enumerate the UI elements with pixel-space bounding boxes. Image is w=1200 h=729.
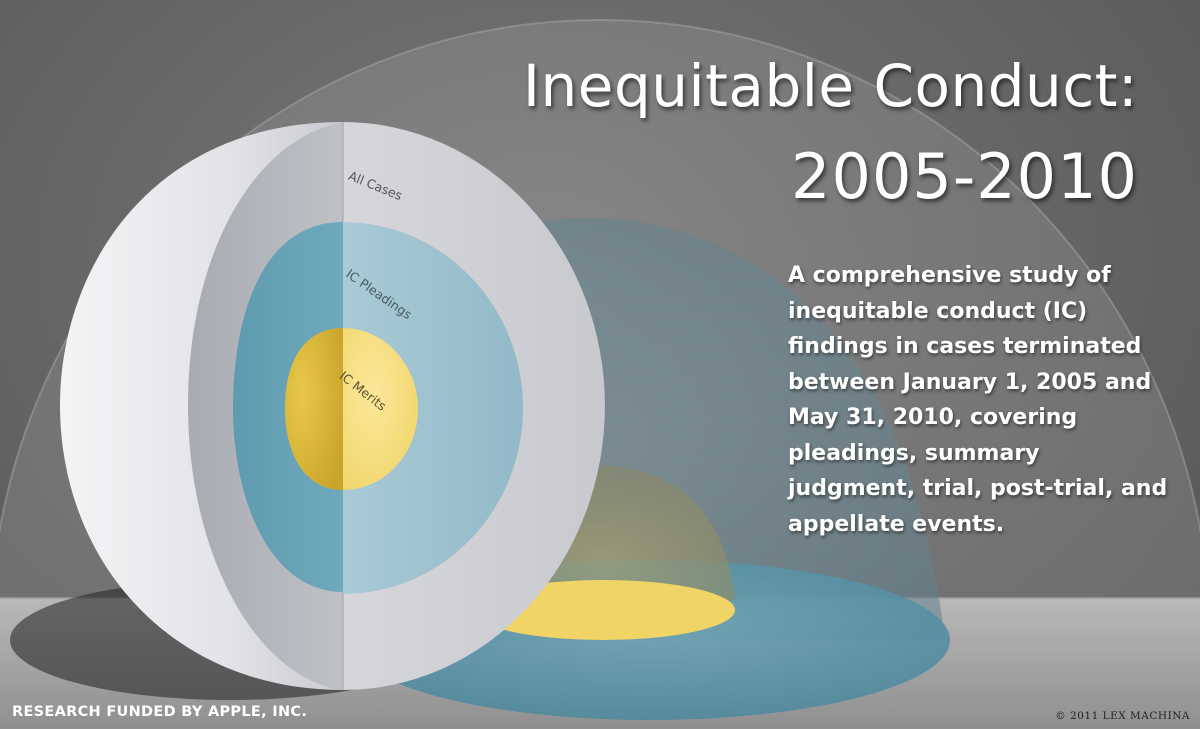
page-title: Inequitable Conduct:: [522, 52, 1138, 120]
page-subtitle-years: 2005-2010: [791, 140, 1138, 213]
copyright-notice: © 2011 LEX MACHINA: [1055, 710, 1190, 722]
funding-credit: RESEARCH FUNDED BY APPLE, INC.: [12, 704, 308, 720]
study-description: A comprehensive study of inequitable con…: [788, 263, 1168, 537]
